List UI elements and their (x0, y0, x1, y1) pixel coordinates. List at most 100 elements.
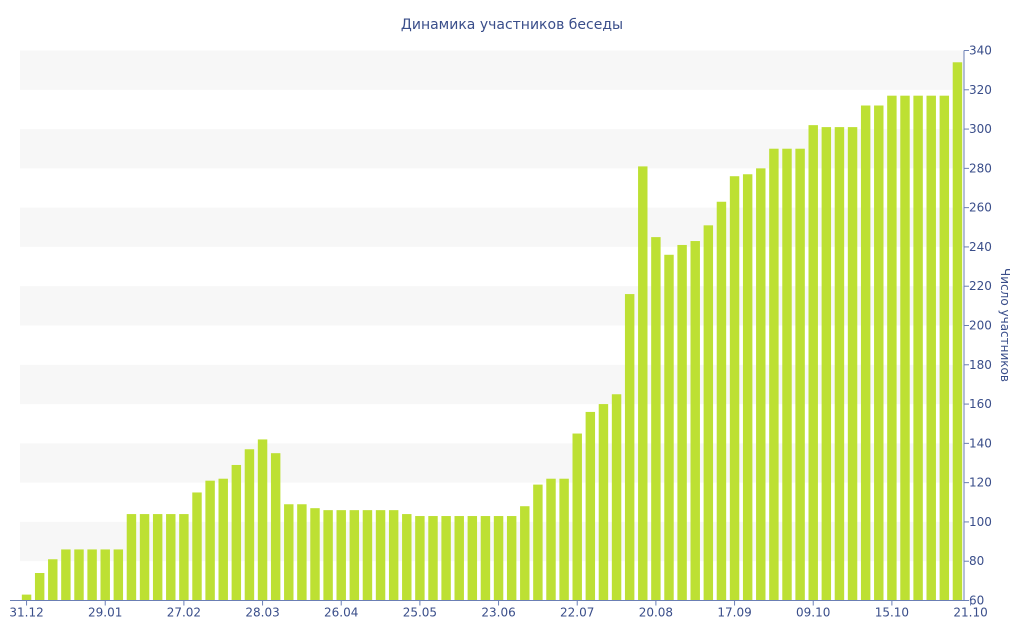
bar (192, 492, 202, 601)
bar (152, 514, 163, 601)
bar (441, 516, 451, 601)
bar (415, 516, 425, 601)
bar (756, 168, 766, 601)
bar (874, 105, 884, 601)
bar (847, 127, 858, 601)
bar (310, 508, 320, 601)
bar (284, 504, 294, 601)
bar (742, 174, 753, 601)
bar (166, 514, 176, 601)
bar (598, 404, 609, 601)
bar (716, 201, 727, 601)
bar (139, 514, 150, 601)
x-axis-ticks: 31.12 29.01 27.02 28.03 26.04 25.05 23.06 22.07… (9, 600, 988, 620)
x-tick-label: 26.04 (324, 606, 358, 620)
y-tick-label: 180 (969, 358, 992, 372)
bar (664, 254, 674, 601)
bar (454, 516, 464, 601)
background-band (20, 364, 964, 405)
y-tick-label: 320 (969, 83, 992, 97)
bar (769, 148, 779, 601)
bar (493, 516, 504, 601)
background-bands (20, 50, 964, 562)
x-tick-label: 23.06 (481, 606, 515, 620)
bar (651, 237, 661, 601)
bar (690, 241, 700, 601)
bar (795, 148, 805, 601)
bar (336, 510, 346, 601)
bar (520, 506, 530, 601)
y-axis-ticks: 60 80 100 120 140 160 180 200 220 240 260 280 300 320… (964, 44, 992, 608)
y-tick-label: 120 (969, 476, 992, 490)
bar (533, 484, 543, 601)
x-tick-label: 17.09 (717, 606, 751, 620)
y-axis-label: Число участников (998, 268, 1012, 382)
background-band (20, 50, 964, 90)
bar (900, 95, 910, 601)
bar (48, 559, 58, 601)
background-band (20, 286, 964, 326)
bar (585, 411, 596, 601)
x-tick-label: 21.10 (953, 606, 987, 620)
bar (257, 439, 268, 601)
chart-title: Динамика участников беседы (401, 17, 623, 33)
bar (113, 549, 124, 601)
bar (218, 478, 228, 601)
bar (729, 176, 740, 601)
bar (860, 105, 871, 601)
bar (546, 478, 556, 601)
x-tick-label: 09.10 (796, 606, 830, 620)
background-band (20, 129, 964, 169)
y-tick-label: 280 (969, 161, 992, 175)
background-band (20, 443, 964, 483)
bar (388, 510, 399, 601)
background-band (20, 207, 964, 247)
bar (179, 514, 189, 601)
bar (506, 516, 517, 601)
x-tick-label: 22.07 (560, 606, 594, 620)
bar (782, 148, 792, 601)
y-tick-label: 160 (969, 397, 992, 411)
bar (952, 62, 963, 601)
y-tick-label: 80 (969, 554, 984, 568)
bar (231, 464, 242, 601)
y-tick-label: 340 (969, 44, 992, 58)
bar (402, 514, 412, 601)
bar (323, 510, 333, 601)
bar (559, 478, 569, 601)
bar (205, 480, 215, 601)
y-tick-label: 220 (969, 279, 992, 293)
bar (887, 95, 897, 601)
bar (624, 294, 635, 601)
bar (100, 549, 110, 601)
bar (572, 433, 582, 601)
bar (362, 510, 373, 601)
bar (926, 95, 936, 601)
x-tick-label: 20.08 (639, 606, 673, 620)
bar (21, 594, 32, 601)
y-tick-label: 100 (969, 515, 992, 529)
y-tick-label: 60 (969, 594, 984, 608)
bar (34, 573, 45, 601)
bar (467, 516, 478, 601)
bar (428, 516, 438, 601)
x-tick-label: 31.12 (9, 606, 43, 620)
bar (270, 453, 281, 601)
bar (126, 514, 137, 601)
y-tick-label: 200 (969, 319, 992, 333)
y-tick-label: 140 (969, 436, 992, 450)
bar (939, 95, 950, 601)
y-tick-label: 300 (969, 122, 992, 136)
bars (21, 62, 963, 601)
background-band (20, 521, 964, 562)
bar (611, 394, 622, 601)
bar (808, 125, 818, 601)
bar (677, 244, 687, 601)
x-tick-label: 28.03 (245, 606, 279, 620)
bar (834, 127, 845, 601)
bar (61, 549, 71, 601)
bar (913, 95, 923, 601)
x-tick-label: 25.05 (403, 606, 437, 620)
